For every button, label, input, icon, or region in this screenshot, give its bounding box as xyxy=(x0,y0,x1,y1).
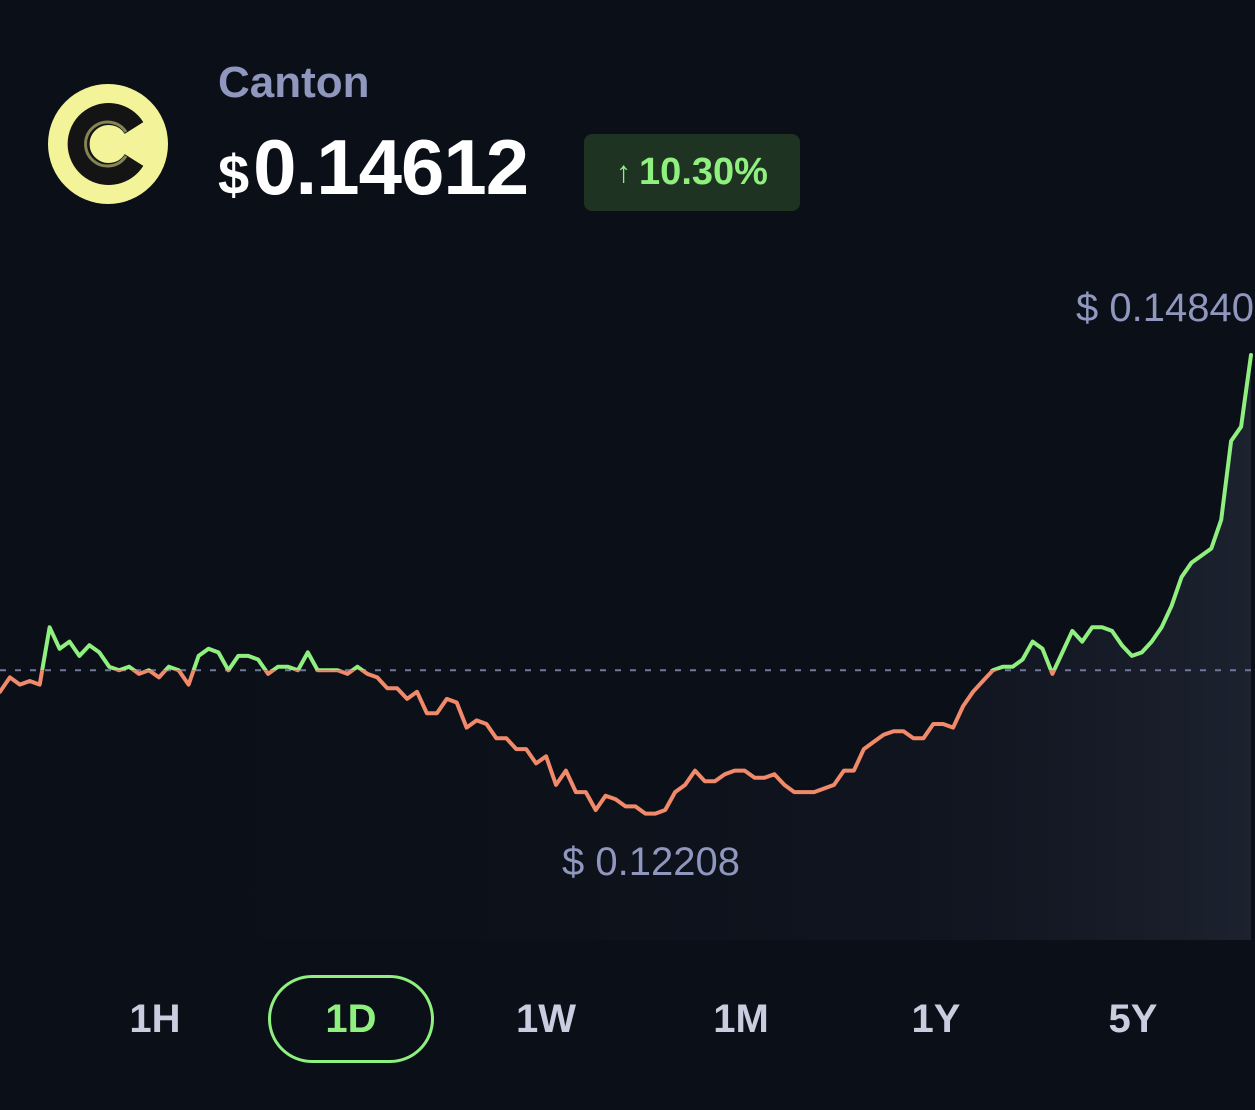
range-button-1y[interactable]: 1Y xyxy=(911,996,961,1041)
change-badge: ↑ 10.30% xyxy=(584,134,800,211)
arrow-up-icon: ↑ xyxy=(616,155,632,189)
range-button-1w[interactable]: 1W xyxy=(516,996,576,1041)
range-button-5y[interactable]: 5Y xyxy=(1108,996,1158,1041)
canton-c-logo-icon xyxy=(48,84,168,204)
chart-area-fill xyxy=(0,355,1251,940)
high-price-label: $ 0.14840 xyxy=(1076,286,1254,330)
price-value: 0.14612 xyxy=(253,123,529,211)
price-line-above-open xyxy=(40,353,1253,671)
current-price: $ 0.14612 xyxy=(218,122,529,213)
price-chart[interactable] xyxy=(0,240,1255,940)
asset-name: Canton xyxy=(218,58,370,107)
range-button-1m[interactable]: 1M xyxy=(713,996,769,1041)
price-line-below-open xyxy=(0,670,1057,816)
range-button-1h[interactable]: 1H xyxy=(129,996,181,1041)
time-range-selector: 1H 1D 1W 1M 1Y 5Y xyxy=(0,975,1255,1065)
low-price-label: $ 0.12208 xyxy=(562,840,740,884)
range-button-1d[interactable]: 1D xyxy=(268,975,434,1063)
change-percent: 10.30% xyxy=(639,151,768,193)
currency-symbol: $ xyxy=(218,143,250,206)
